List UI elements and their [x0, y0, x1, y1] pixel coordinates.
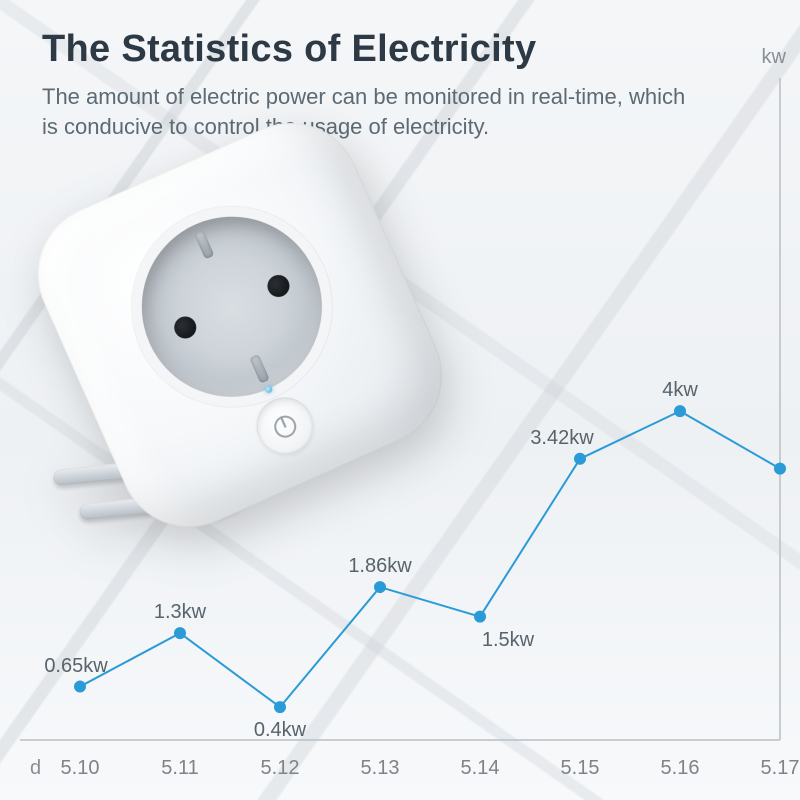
x-tick-label: 5.13	[361, 757, 400, 780]
point-value-label: 1.86kw	[348, 555, 411, 578]
chart-point	[174, 627, 186, 639]
power-icon	[265, 406, 305, 446]
x-tick-label: 5.17	[761, 757, 800, 780]
point-value-label: 4kw	[662, 379, 698, 402]
chart-point	[474, 611, 486, 623]
page-subtitle: The amount of electric power can be moni…	[42, 82, 702, 141]
x-axis-label: d	[30, 757, 41, 780]
chart-point	[574, 453, 586, 465]
chart-point	[374, 581, 386, 593]
y-axis-label: kw	[762, 46, 786, 69]
x-tick-label: 5.14	[461, 757, 500, 780]
point-value-label: 0.65kw	[44, 655, 107, 678]
chart-point	[274, 701, 286, 713]
x-tick-label: 5.16	[661, 757, 700, 780]
plug-socket	[113, 188, 351, 426]
chart-point	[74, 681, 86, 693]
point-value-label: 1.3kw	[154, 601, 206, 624]
x-tick-label: 5.15	[561, 757, 600, 780]
page-title: The Statistics of Electricity	[42, 28, 536, 71]
x-tick-label: 5.12	[261, 757, 300, 780]
point-value-label: 0.4kw	[254, 719, 306, 742]
plug-prongs	[72, 402, 249, 569]
x-tick-label: 5.11	[161, 757, 198, 780]
smart-plug-image	[16, 101, 465, 550]
x-tick-label: 5.10	[61, 757, 100, 780]
status-led-icon	[264, 385, 273, 394]
point-value-label: 1.5kw	[482, 629, 534, 652]
chart-point	[674, 405, 686, 417]
chart-point	[774, 463, 786, 475]
plug-body	[16, 101, 465, 550]
power-button	[248, 389, 322, 463]
point-value-label: 3.42kw	[530, 427, 593, 450]
